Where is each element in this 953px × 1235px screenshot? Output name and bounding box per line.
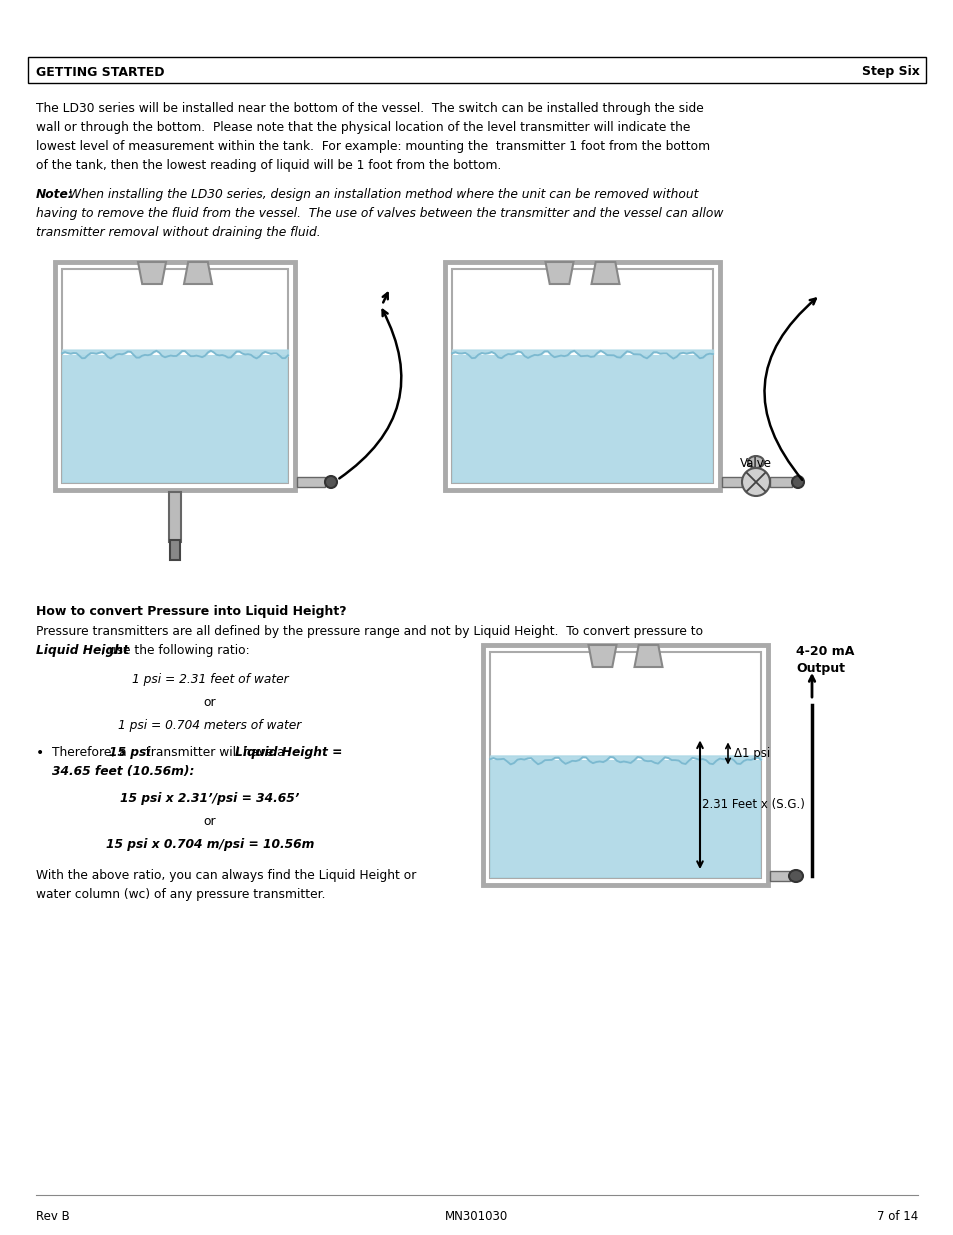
Ellipse shape [791,475,803,488]
Polygon shape [634,645,661,667]
Bar [62,269,288,483]
Text: Therefore, a: Therefore, a [52,746,131,760]
Polygon shape [184,262,212,284]
Polygon shape [591,262,618,284]
Text: Valve: Valve [740,457,771,471]
Bar [452,269,712,483]
Text: MN301030: MN301030 [445,1210,508,1223]
Text: or: or [204,815,216,827]
Bar [721,477,741,487]
Text: 1 psi = 0.704 meters of water: 1 psi = 0.704 meters of water [118,719,301,732]
Bar [28,57,925,83]
Bar [170,540,180,559]
Ellipse shape [747,456,763,468]
Bar [444,262,720,490]
Text: Note:: Note: [36,188,73,201]
Text: Rev B: Rev B [36,1210,70,1223]
Ellipse shape [325,475,336,488]
Polygon shape [138,262,166,284]
Polygon shape [588,645,616,667]
Text: 2.31 Feet x (S.G.): 2.31 Feet x (S.G.) [701,798,804,811]
Bar [769,871,789,881]
Text: 34.65 feet (10.56m):: 34.65 feet (10.56m): [52,764,194,778]
Text: 15 psi: 15 psi [109,746,151,760]
Text: or: or [204,697,216,709]
Text: Liquid Height: Liquid Height [36,643,129,657]
Bar [482,645,767,885]
Text: GETTING STARTED: GETTING STARTED [36,65,164,79]
Text: 7 of 14: 7 of 14 [876,1210,917,1223]
Text: 15 psi x 2.31’/psi = 34.65’: 15 psi x 2.31’/psi = 34.65’ [120,792,299,805]
Text: of the tank, then the lowest reading of liquid will be 1 foot from the bottom.: of the tank, then the lowest reading of … [36,159,501,172]
Text: Δ1 psi: Δ1 psi [733,747,769,760]
Text: Step Six: Step Six [862,65,919,79]
Text: With the above ratio, you can always find the Liquid Height or: With the above ratio, you can always fin… [36,869,416,882]
Text: wall or through the bottom.  Please note that the physical location of the level: wall or through the bottom. Please note … [36,121,690,135]
Text: Output: Output [795,662,844,676]
Polygon shape [545,262,573,284]
Text: transmitter removal without draining the fluid.: transmitter removal without draining the… [36,226,320,240]
Text: 15 psi x 0.704 m/psi = 10.56m: 15 psi x 0.704 m/psi = 10.56m [106,839,314,851]
Text: The LD30 series will be installed near the bottom of the vessel.  The switch can: The LD30 series will be installed near t… [36,103,703,115]
Text: 4-20 mA: 4-20 mA [795,645,854,658]
Text: lowest level of measurement within the tank.  For example: mounting the  transmi: lowest level of measurement within the t… [36,140,709,153]
Text: , use the following ratio:: , use the following ratio: [101,643,250,657]
Text: Pressure transmitters are all defined by the pressure range and not by Liquid He: Pressure transmitters are all defined by… [36,625,702,638]
Bar [769,477,791,487]
Text: having to remove the fluid from the vessel.  The use of valves between the trans: having to remove the fluid from the vess… [36,207,722,220]
Bar [452,354,712,483]
Text: 1 psi = 2.31 feet of water: 1 psi = 2.31 feet of water [132,673,288,685]
Bar [169,492,181,542]
Text: How to convert Pressure into Liquid Height?: How to convert Pressure into Liquid Heig… [36,605,346,618]
Ellipse shape [788,869,802,882]
Text: •: • [36,746,44,760]
Bar [490,652,760,878]
Text: When installing the LD30 series, design an installation method where the unit ca: When installing the LD30 series, design … [65,188,698,201]
Bar [55,262,294,490]
Circle shape [741,468,769,496]
Text: Liquid Height =: Liquid Height = [234,746,342,760]
Bar [296,477,325,487]
Text: transmitter will have a: transmitter will have a [142,746,288,760]
Bar [62,354,288,483]
Text: water column (wc) of any pressure transmitter.: water column (wc) of any pressure transm… [36,888,325,902]
Bar [490,761,760,878]
